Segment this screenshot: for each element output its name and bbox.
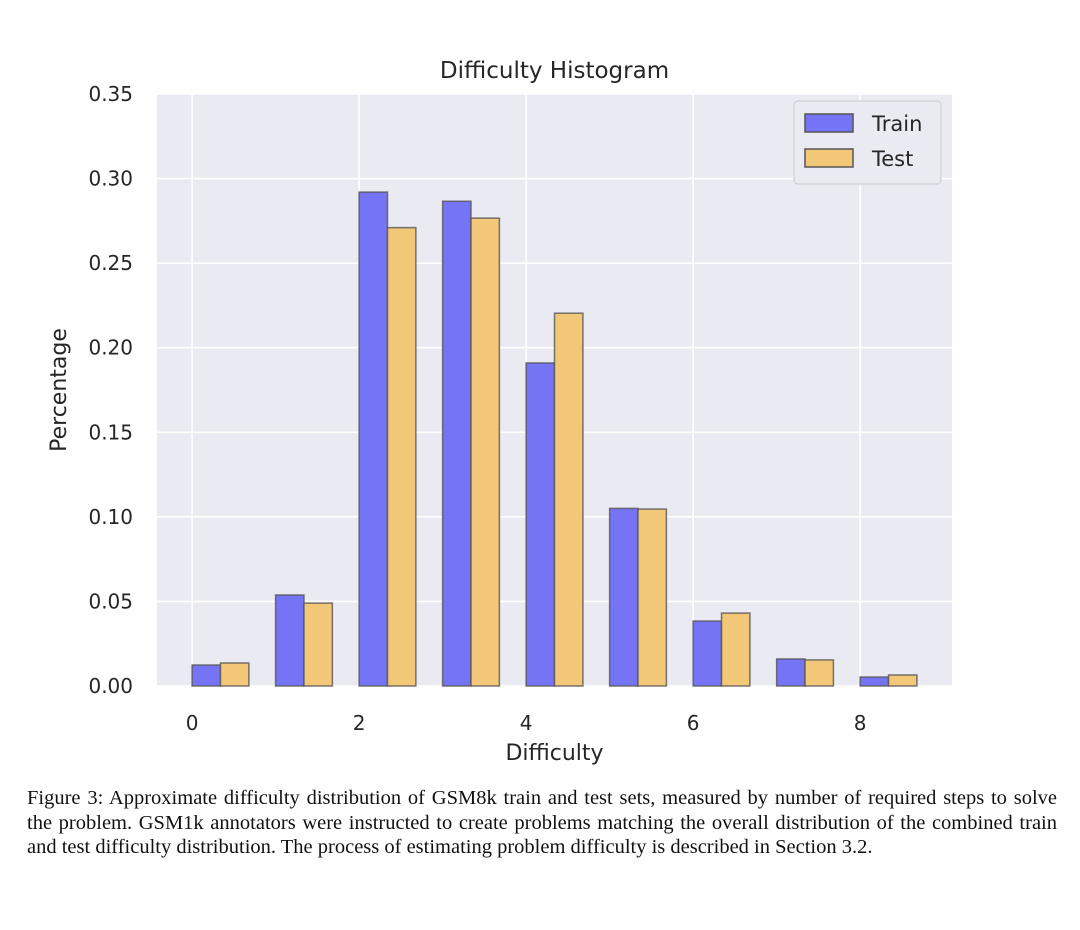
y-tick-label: 0.35 <box>88 82 133 106</box>
bar-test <box>470 217 501 687</box>
bar-train <box>358 191 389 687</box>
difficulty-histogram-chart: 0.00 0.05 0.10 0.15 0.20 0.25 0.30 0.35 0 2 4 6 8 Dif… <box>47 58 952 766</box>
y-tick-label: 0.20 <box>88 336 133 360</box>
x-tick-label: 4 <box>520 711 533 735</box>
bar-test <box>303 602 334 687</box>
chart-title: Difficulty Histogram <box>440 58 669 84</box>
y-tick-label: 0.15 <box>88 420 133 444</box>
legend-swatch-train <box>804 113 854 133</box>
bar-train <box>692 620 723 687</box>
bar-train <box>441 200 472 687</box>
y-tick-label: 0.10 <box>88 505 133 529</box>
x-tick-label: 2 <box>353 711 366 735</box>
x-tick-label: 8 <box>854 711 867 735</box>
y-tick-label: 0.05 <box>88 589 133 613</box>
bar-test <box>553 312 584 687</box>
y-tick-label: 0.00 <box>88 674 133 698</box>
figure-caption: Figure 3: Approximate difficulty distrib… <box>27 787 1057 858</box>
bar-test <box>804 659 835 687</box>
x-tick-label: 0 <box>186 711 199 735</box>
legend-label-test: Test <box>871 147 913 171</box>
bar-test <box>720 612 751 687</box>
y-axis-label: Percentage <box>47 328 72 452</box>
bar-test <box>219 662 250 687</box>
legend-swatch-test <box>804 148 854 168</box>
bar-test <box>386 226 417 687</box>
bar-train <box>525 362 556 687</box>
bar-train <box>859 676 890 687</box>
bar-train <box>274 594 305 687</box>
bar-train <box>191 664 222 687</box>
x-axis-label: Difficulty <box>505 741 603 766</box>
bar-train <box>775 658 806 687</box>
y-tick-label: 0.30 <box>88 167 133 191</box>
y-tick-label: 0.25 <box>88 251 133 275</box>
bar-train <box>608 507 639 687</box>
x-tick-label: 6 <box>687 711 700 735</box>
bar-test <box>637 508 668 687</box>
bar-test <box>887 674 918 687</box>
legend-label-train: Train <box>871 112 922 136</box>
